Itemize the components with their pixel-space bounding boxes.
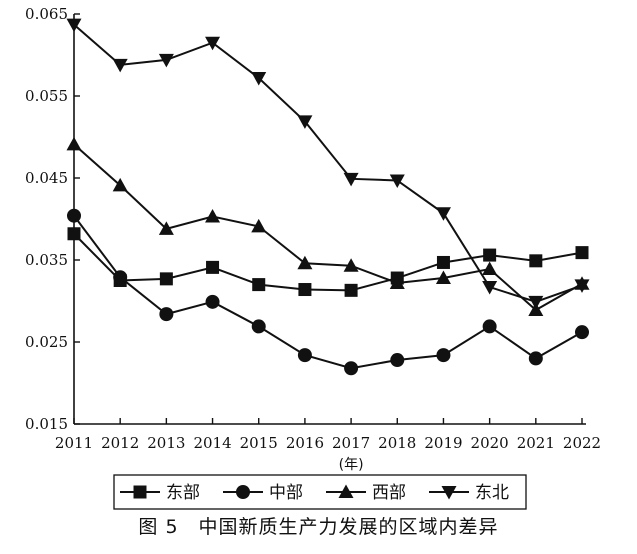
data-point — [205, 209, 221, 223]
series-triangle-down — [66, 18, 590, 310]
x-tick-label: 2015 — [240, 434, 278, 452]
data-point — [482, 281, 498, 295]
data-point — [575, 325, 589, 340]
series-line — [73, 143, 583, 312]
data-point — [159, 272, 173, 286]
x-tick-label: 2012 — [101, 434, 139, 452]
x-axis-title: (年) — [339, 457, 364, 473]
legend-item: 西部 — [326, 483, 406, 503]
axes: 0.015 0.025 0.035 0.045 0.055 0.065 2011 2012 20… — [25, 5, 601, 452]
data-point — [343, 258, 359, 272]
series-layer — [66, 18, 590, 376]
data-point — [482, 261, 498, 276]
data-point — [575, 246, 589, 260]
legend-marker — [338, 484, 354, 498]
data-point — [298, 283, 312, 297]
data-point — [389, 275, 405, 289]
data-point — [343, 172, 359, 187]
x-tick-label: 2022 — [563, 434, 601, 452]
legend-box — [113, 474, 527, 510]
legend-item: 东部 — [120, 483, 200, 503]
legend-item: 中部 — [223, 483, 303, 503]
data-point — [205, 36, 221, 51]
data-point — [113, 270, 128, 285]
x-tick-label: 2018 — [378, 434, 416, 452]
data-point — [205, 294, 220, 309]
data-point — [390, 353, 405, 368]
data-point — [251, 319, 266, 334]
data-point — [158, 53, 174, 68]
data-point — [483, 248, 497, 262]
data-point — [67, 208, 81, 223]
data-point — [158, 221, 174, 235]
series-line — [73, 23, 583, 303]
data-point — [435, 270, 451, 285]
data-point — [297, 115, 313, 129]
data-point — [251, 71, 267, 86]
series-circle — [67, 208, 589, 376]
data-point — [67, 227, 81, 241]
data-point — [112, 177, 128, 192]
y-tick-label: 0.035 — [25, 251, 68, 269]
data-point — [206, 260, 220, 274]
data-point — [528, 295, 544, 310]
data-point — [436, 348, 451, 363]
y-tick-label: 0.055 — [25, 87, 68, 105]
x-tick-label: 2013 — [147, 434, 185, 452]
series-triangle-up — [66, 136, 590, 317]
legend-marker — [133, 485, 147, 499]
data-point — [435, 207, 451, 221]
data-point — [529, 254, 543, 268]
y-tick-label: 0.045 — [25, 169, 68, 187]
data-point — [252, 278, 266, 292]
x-tick-label: 2014 — [193, 434, 231, 452]
data-point — [389, 174, 405, 188]
legend-label: 西部 — [372, 483, 406, 503]
x-axis-label: (年) — [339, 457, 364, 473]
legend-label: 东北 — [475, 483, 509, 503]
x-tick-label: 2017 — [332, 434, 370, 452]
data-point — [344, 361, 359, 376]
y-tick-label: 0.065 — [25, 5, 68, 23]
data-point — [66, 136, 82, 151]
legend: 东部 中部 西部 东北 — [113, 474, 527, 510]
legend-label: 中部 — [269, 483, 303, 503]
legend-marker — [441, 486, 457, 500]
y-tick-label: 0.015 — [25, 415, 68, 433]
data-point — [251, 218, 267, 233]
x-tick-label: 2021 — [517, 434, 555, 452]
x-tick-label: 2020 — [471, 434, 509, 452]
legend-item: 东北 — [429, 483, 509, 503]
data-point — [66, 18, 82, 33]
data-point — [574, 279, 590, 293]
data-point — [436, 255, 450, 269]
x-tick-label: 2019 — [424, 434, 462, 452]
series-line — [73, 215, 583, 370]
data-point — [344, 283, 358, 297]
legend-marker — [236, 485, 250, 499]
data-point — [297, 348, 312, 363]
legend-label: 东部 — [166, 483, 200, 503]
x-tick-label: 2011 — [55, 434, 93, 452]
figure-caption: 图 5 中国新质生产力发展的区域内差异 — [138, 516, 499, 538]
data-point — [159, 307, 174, 322]
data-point — [297, 255, 313, 270]
y-tick-label: 0.025 — [25, 333, 68, 351]
data-point — [112, 58, 128, 73]
data-point — [482, 319, 497, 334]
x-tick-label: 2016 — [286, 434, 324, 452]
series-line — [73, 233, 583, 292]
data-point — [528, 351, 543, 366]
